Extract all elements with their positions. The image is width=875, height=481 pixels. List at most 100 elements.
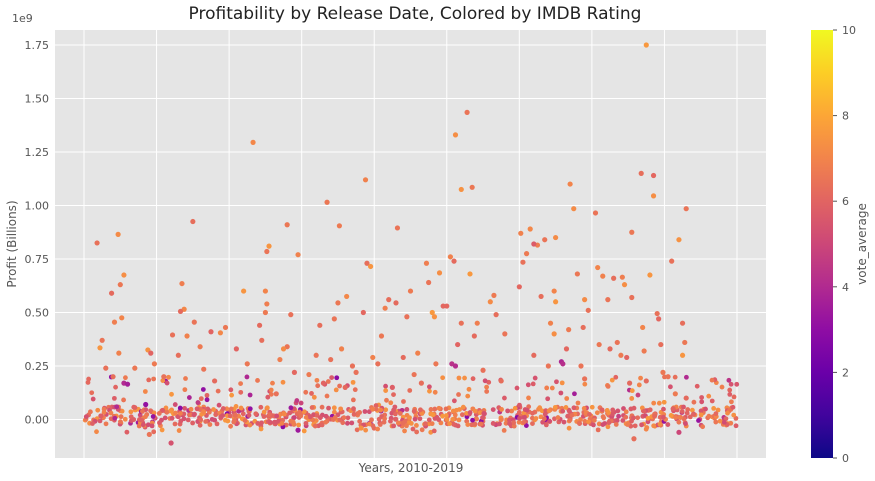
chart-title: Profitability by Release Date, Colored b… [189,4,642,24]
data-point [668,384,673,390]
data-point [465,393,471,399]
data-point [547,418,553,424]
data-point [168,440,174,446]
data-point [580,324,586,331]
data-point [240,411,246,417]
data-point [244,361,250,367]
data-point [264,248,270,255]
data-point [706,413,712,419]
data-point [661,406,666,412]
data-point [683,395,689,401]
data-point [388,400,394,406]
data-point [521,419,527,425]
data-point [188,412,193,418]
data-point [711,405,717,411]
data-point [555,415,561,420]
data-point [498,417,504,423]
data-point [471,333,477,339]
data-point [677,414,683,420]
data-point [97,418,103,424]
data-point [530,381,536,387]
data-point [328,356,334,363]
data-point [482,378,488,384]
data-point [264,301,270,307]
data-point [560,361,566,367]
data-point [298,413,304,419]
data-point [542,411,548,417]
data-point [309,391,314,396]
data-point [523,423,529,428]
data-point [591,422,596,428]
data-point [621,406,626,411]
data-point [503,420,509,426]
data-point [522,414,527,420]
colorbar-tick-label: 10 [842,24,856,37]
data-point [314,377,320,383]
data-point [145,422,151,428]
data-point [639,422,644,428]
data-point [636,382,642,388]
data-point [291,369,298,375]
data-point [650,172,657,179]
data-point [591,417,597,423]
data-point [319,422,325,428]
data-point [507,417,512,423]
data-point [458,320,464,326]
data-point [491,292,497,298]
data-point [337,383,342,389]
data-point [706,393,712,399]
data-point [487,299,493,305]
data-point [443,413,449,418]
data-point [713,411,719,417]
data-point [358,425,364,431]
data-point [553,234,559,241]
data-point [467,410,473,415]
data-point [616,413,621,419]
data-point [402,428,407,434]
data-point [509,408,515,414]
data-point [645,415,651,421]
data-point [258,404,264,410]
data-point [182,387,188,393]
data-point [335,300,341,306]
data-point [565,413,571,419]
data-point [614,418,620,423]
data-point [323,419,329,425]
data-point [433,361,439,367]
data-point [676,429,682,435]
data-point [325,379,331,384]
data-point [572,391,577,397]
data-point [337,417,343,423]
data-point [657,421,663,427]
data-point [140,422,146,428]
data-point [600,273,606,279]
data-point [295,427,301,433]
data-point [709,398,715,404]
data-point [474,320,480,326]
data-point [731,394,737,400]
data-point [162,415,168,421]
data-point [418,407,423,413]
data-point [596,421,602,427]
data-point [426,417,432,423]
data-point [490,421,496,426]
data-point [238,381,244,387]
data-point [338,406,344,412]
data-point [169,415,175,421]
data-point [213,412,219,418]
data-point [182,405,187,411]
data-point [319,404,325,410]
data-point [232,413,238,418]
data-point [418,380,424,386]
data-point [587,411,592,417]
data-point [124,429,130,435]
data-point [444,417,450,422]
data-point [505,408,511,414]
data-point [373,403,379,408]
data-point [651,400,657,406]
data-point [188,406,194,412]
data-point [142,389,148,394]
data-point [200,387,206,392]
data-point [450,408,456,414]
data-point [469,184,475,190]
